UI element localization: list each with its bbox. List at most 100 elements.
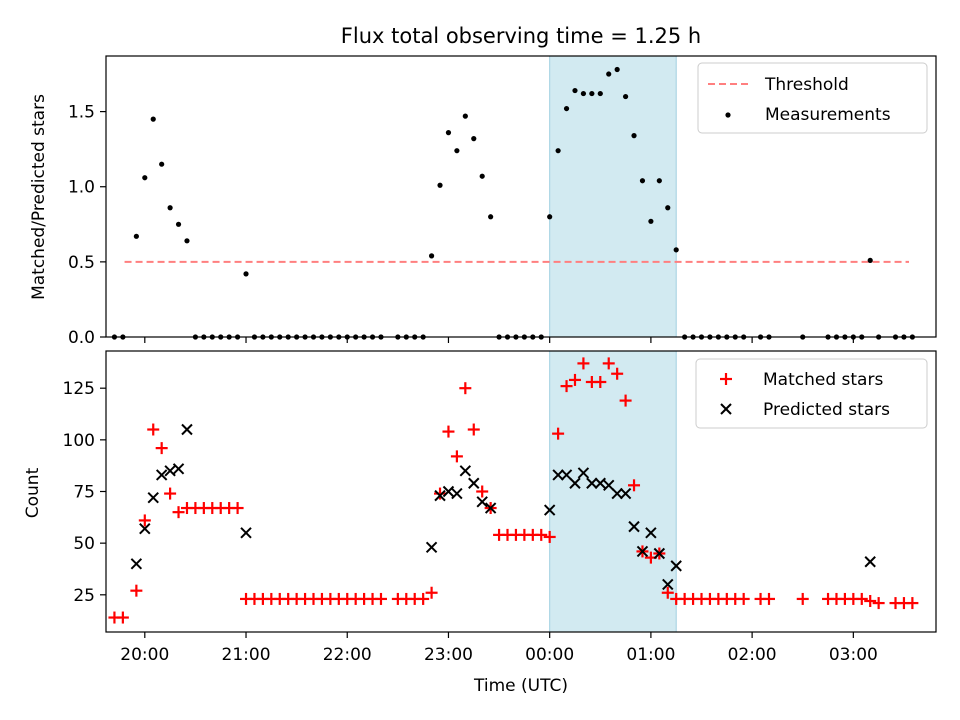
matched-star-point xyxy=(535,528,548,541)
count-highlight-band xyxy=(549,350,677,633)
predicted-star-point xyxy=(586,477,598,489)
measurement-point xyxy=(488,214,494,220)
matched-star-point xyxy=(116,611,129,624)
legend-measurement-label: Measurements xyxy=(765,105,891,125)
matched-star-point xyxy=(872,597,885,610)
matched-star-point xyxy=(543,530,556,543)
count-x-axis: 20:00 21:00 22:00 23:00 00:00 01:00 02:00 03:00 xyxy=(120,632,878,665)
predicted-star-point xyxy=(619,487,632,500)
matched-star-point xyxy=(147,423,160,436)
matched-star-point xyxy=(594,375,607,388)
ratio-ytick-label: 0.0 xyxy=(68,328,95,348)
matched-star-point xyxy=(552,427,565,440)
ratio-highlight-band xyxy=(549,55,677,338)
measurement-point xyxy=(867,257,873,263)
count-xtick-label: 02:00 xyxy=(728,645,777,665)
measurement-point xyxy=(437,182,443,188)
measurement-point xyxy=(471,136,477,142)
matched-star-point xyxy=(172,506,185,519)
predicted-star-point xyxy=(628,520,640,533)
predicted-star-point xyxy=(434,489,446,502)
measurement-point xyxy=(555,148,561,154)
matched-star-point xyxy=(442,425,455,438)
predicted-star-point xyxy=(442,485,455,498)
predicted-star-point xyxy=(560,469,573,481)
measurement-point xyxy=(622,93,629,100)
measurement-point xyxy=(547,214,553,220)
measurement-point xyxy=(445,130,452,136)
ratio-ytick-label: 0.5 xyxy=(68,253,95,273)
legend-measurement-marker xyxy=(725,112,731,118)
legend-predicted-marker xyxy=(720,403,732,415)
predicted-star-point xyxy=(425,541,438,553)
measurement-point xyxy=(614,66,620,73)
ratio-y-axis: 0.0 0.5 1.0 1.5 xyxy=(68,103,106,348)
measurement-point xyxy=(631,133,637,139)
measurement-point xyxy=(563,105,570,112)
measurement-point xyxy=(589,90,595,97)
count-xtick-label: 01:00 xyxy=(626,645,675,665)
matched-star-point xyxy=(864,595,877,608)
matched-star-point xyxy=(661,586,674,599)
predicted-star-point xyxy=(594,477,606,489)
count-ytick-label: 75 xyxy=(73,483,95,503)
predicted-star-point xyxy=(864,556,876,568)
count-y-axis-label: Count xyxy=(23,467,43,518)
measurement-point xyxy=(597,90,603,97)
matched-star-point xyxy=(906,597,919,610)
measurement-point xyxy=(167,205,173,211)
measurement-point xyxy=(184,238,190,244)
x-axis-label: Time (UTC) xyxy=(473,676,568,696)
predicted-star-point xyxy=(147,491,159,504)
measurement-point xyxy=(243,271,249,277)
predicted-star-point xyxy=(476,496,488,508)
legend-threshold-label: Threshold xyxy=(764,75,849,95)
predicted-star-point xyxy=(636,545,649,558)
matched-star-point xyxy=(425,586,438,599)
measurement-point xyxy=(580,90,587,97)
count-xtick-label: 21:00 xyxy=(222,645,271,665)
measurement-point xyxy=(133,233,139,239)
matched-star-point xyxy=(796,592,809,605)
measurement-point xyxy=(656,178,662,184)
measurement-point xyxy=(159,161,165,167)
count-y-axis: 25 50 75 100 125 xyxy=(63,379,106,606)
predicted-star-point xyxy=(468,477,480,489)
predicted-star-point xyxy=(181,423,193,436)
ratio-legend: Threshold Measurements xyxy=(697,62,928,134)
matched-star-point xyxy=(434,487,447,500)
matched-star-point xyxy=(130,584,143,597)
matched-star-point xyxy=(467,423,480,436)
matched-star-point xyxy=(577,357,590,370)
measurement-point xyxy=(175,221,182,227)
matched-star-point xyxy=(374,592,387,605)
count-ytick-label: 100 xyxy=(63,431,95,451)
count-xtick-label: 22:00 xyxy=(323,645,372,665)
predicted-star-point xyxy=(155,469,168,481)
predicted-star-point xyxy=(653,547,666,560)
legend-predicted-label: Predicted stars xyxy=(763,400,890,420)
ratio-ytick-label: 1.0 xyxy=(68,178,95,198)
measurement-point xyxy=(150,116,156,122)
measurement-point xyxy=(665,205,671,211)
predicted-star-point xyxy=(484,502,497,514)
count-ytick-label: 25 xyxy=(73,586,95,606)
measurement-point xyxy=(479,173,485,179)
matched-star-point xyxy=(855,592,868,605)
count-plot-frame xyxy=(105,350,937,633)
predicted-star-point xyxy=(645,527,657,539)
predicted-star-point xyxy=(662,578,674,591)
measurement-point xyxy=(462,113,468,119)
count-ytick-label: 125 xyxy=(63,379,95,399)
count-xtick-label: 23:00 xyxy=(424,645,473,665)
predicted-star-point xyxy=(451,487,463,500)
measurement-point xyxy=(428,253,435,259)
measurement-point xyxy=(454,148,460,154)
ratio-ytick-label: 1.5 xyxy=(68,103,95,123)
predicted-star-point xyxy=(569,477,581,489)
matched-star-point xyxy=(164,487,177,500)
matched-star-point xyxy=(560,380,573,393)
count-ytick-label: 50 xyxy=(73,534,95,554)
measurement-point xyxy=(606,71,612,77)
